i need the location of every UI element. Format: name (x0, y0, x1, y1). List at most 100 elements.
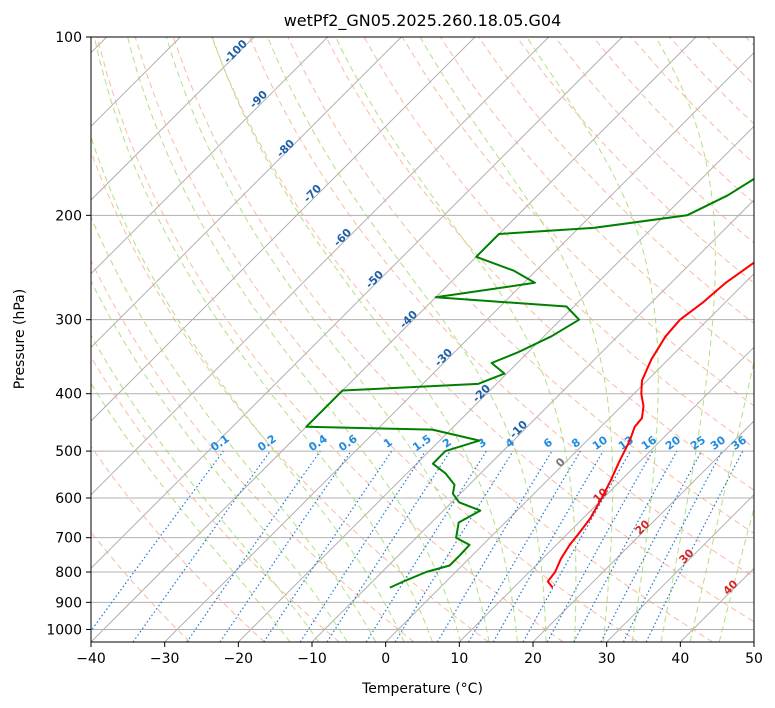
x-tick-label: −40 (76, 651, 106, 667)
isotherm-line (458, 346, 754, 642)
temperature-profile (546, 261, 754, 589)
isotherm-line (91, 37, 329, 275)
x-tick-label: 20 (524, 651, 542, 667)
y-tick-label: 800 (55, 565, 82, 581)
dry-adiabat (325, 37, 754, 491)
dry-adiabat (478, 37, 754, 325)
dewpoint-profile (305, 177, 754, 589)
mixing-ratio-line (263, 450, 393, 642)
dry-adiabat (630, 37, 754, 165)
plot-area: 0.1 0.2 0.4 0.6 1 1.5 2 3 4 6 8 10 13 16 20 25 30 36-100-… (91, 37, 754, 642)
y-tick-label: 500 (55, 444, 82, 460)
x-tick-label: 0 (381, 651, 390, 667)
dry-adiabat (745, 37, 754, 46)
x-tick-label: 40 (671, 651, 689, 667)
moist-adiabat-label: -90 (247, 88, 270, 111)
moist-adiabat (127, 37, 462, 642)
mixing-ratio-label: 6 (541, 435, 555, 450)
dry-adiabat (707, 37, 754, 86)
mixing-ratio-line (186, 450, 321, 642)
moist-adiabat-label: -80 (274, 137, 297, 160)
x-tick-label: 50 (745, 651, 763, 667)
moist-adiabat-label: -100 (221, 37, 250, 66)
dry-adiabat (363, 37, 754, 449)
moist-adiabat (91, 215, 377, 642)
dry-adiabat (91, 445, 265, 642)
mixing-ratio-line (326, 450, 451, 642)
moist-adiabat-label: -50 (363, 268, 386, 291)
mixing-ratio-label: 36 (729, 433, 749, 453)
dry-adiabat (554, 37, 754, 244)
moist-adiabat-label: -20 (470, 382, 493, 405)
x-tick-label: −20 (224, 651, 254, 667)
isotherm-line (91, 37, 476, 422)
x-tick-label: −30 (150, 651, 180, 667)
dry-adiabat (91, 150, 489, 642)
moist-adiabat (165, 37, 490, 642)
y-axis-label: Pressure (hPa) (12, 289, 28, 389)
moist-adiabat-label: -60 (331, 226, 354, 249)
dry-adiabat (211, 37, 754, 623)
mixing-ratio-line (394, 450, 514, 642)
moist-adiabat (91, 334, 320, 642)
moist-adiabat (91, 135, 405, 642)
mixing-ratio-label: 16 (639, 433, 659, 453)
mixing-ratio-label: 25 (688, 433, 708, 452)
mixing-ratio-label: 20 (663, 433, 683, 453)
x-tick-label: −10 (297, 651, 327, 667)
mixing-ratio-label: 10 (590, 433, 610, 453)
sounding-profiles (305, 177, 754, 589)
y-tick-label: 600 (55, 491, 82, 507)
moist-adiabat-label: -40 (397, 308, 420, 331)
isotherm-line (91, 37, 255, 201)
x-axis-label: Temperature (°C) (361, 681, 483, 697)
mixing-ratio-lines (91, 450, 744, 642)
moist-adiabat (91, 382, 291, 642)
mixing-ratio-label: 1 (381, 436, 395, 451)
moist-adiabat (93, 37, 433, 642)
isotherm-line (164, 51, 754, 642)
moist-adiabat (335, 37, 577, 642)
x-tick-label: 30 (598, 651, 616, 667)
moist-adiabat (267, 37, 547, 642)
x-tick-label: 10 (450, 651, 468, 667)
mixing-ratio-line (522, 450, 632, 642)
isotherm-grid (91, 37, 754, 642)
isotherm-line (753, 641, 754, 642)
isotherm-line (91, 37, 550, 496)
mixing-ratio-line (299, 450, 426, 642)
y-tick-label: 1000 (46, 622, 82, 638)
dry-adiabat (134, 37, 639, 642)
mixing-ratio-line (645, 450, 744, 642)
mixing-ratio-label: 8 (569, 436, 583, 451)
y-tick-label: 900 (55, 595, 82, 611)
dry-adiabat (91, 259, 415, 642)
mixing-ratio-line (436, 450, 553, 642)
moist-adiabat (655, 37, 716, 642)
dry-adiabat (249, 37, 754, 578)
dry-adiabat (172, 37, 713, 642)
y-tick-label: 100 (55, 30, 82, 46)
x-axis-ticks: −40 −30 −20 −10 0 10 20 30 40 50 (76, 642, 763, 667)
y-tick-label: 200 (55, 208, 82, 224)
isotherm-line (91, 37, 697, 642)
chart-title: wetPf2_GN05.2025.260.18.05.G04 (284, 11, 562, 31)
isotherm-line (606, 493, 754, 642)
moist-adiabat-label: -30 (432, 346, 455, 369)
isobar-grid (91, 37, 754, 630)
mixing-ratio-line (132, 450, 271, 642)
mixing-ratio-line (91, 450, 224, 632)
plot-frame (90, 36, 755, 643)
moist-adiabat (526, 37, 659, 642)
y-tick-label: 400 (55, 387, 82, 403)
mixing-ratio-line (546, 450, 654, 642)
mixing-ratio-line (573, 450, 678, 642)
isotherm-line (532, 420, 754, 642)
moist-adiabat (689, 358, 754, 642)
y-axis-ticks: 100 200 300 400 500 600 700 800 900 1000 (46, 30, 91, 638)
moist-adiabats (91, 37, 754, 642)
dry-adiabat-label: 30 (677, 546, 697, 566)
moist-adiabat (211, 37, 518, 642)
isotherm-line (679, 567, 754, 642)
